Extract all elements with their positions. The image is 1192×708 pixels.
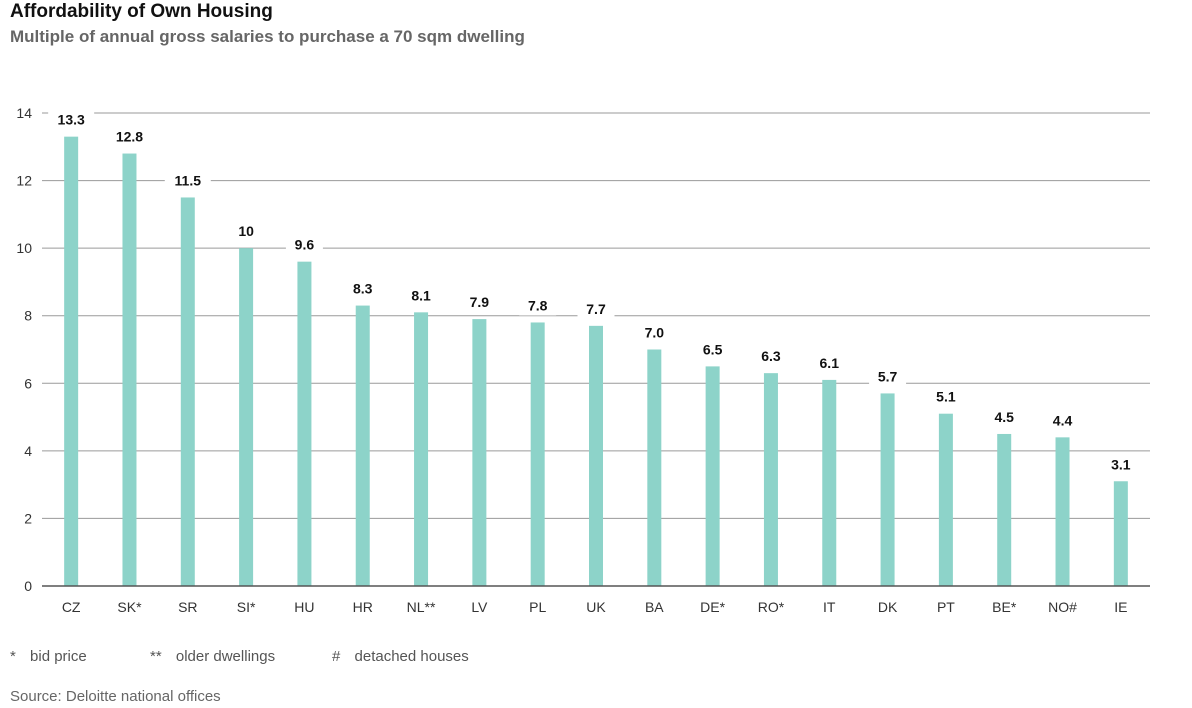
- data-label-background: [869, 366, 907, 387]
- x-tick-label: SR: [178, 599, 197, 615]
- bar: [297, 261, 312, 586]
- y-tick-label: 8: [24, 308, 32, 324]
- data-label: 9.6: [295, 237, 315, 253]
- y-tick-label: 0: [24, 578, 32, 594]
- bar: [180, 197, 195, 586]
- x-tick-label: BE*: [992, 599, 1017, 615]
- bar: [822, 379, 837, 586]
- data-label-background: [1102, 454, 1140, 475]
- source-note: Source: Deloitte national offices: [10, 688, 221, 705]
- legend-item-bid-price: * bid price: [10, 648, 87, 665]
- x-tick-label: PT: [937, 599, 955, 615]
- bar: [122, 153, 137, 587]
- legend-text: detached houses: [354, 648, 469, 665]
- x-tick-label: CZ: [62, 599, 81, 615]
- data-label-background: [106, 126, 153, 147]
- x-tick-label: HU: [294, 599, 314, 615]
- data-label-background: [48, 109, 95, 130]
- x-tick-label: PL: [529, 599, 546, 615]
- legend-symbol: *: [10, 648, 16, 665]
- data-label: 5.7: [878, 368, 898, 384]
- x-tick-label: NO#: [1048, 599, 1077, 615]
- legend-symbol: #: [332, 648, 341, 665]
- y-tick-label: 6: [24, 375, 32, 391]
- y-tick-label: 14: [16, 105, 32, 121]
- data-label-background: [285, 234, 323, 255]
- bar: [472, 319, 487, 586]
- chart-subtitle: Multiple of annual gross salaries to pur…: [10, 27, 525, 46]
- data-label: 7.9: [470, 294, 490, 310]
- y-tick-label: 10: [16, 240, 32, 256]
- x-tick-label: SK*: [117, 599, 142, 615]
- data-label: 7.7: [586, 301, 606, 317]
- x-tick-label: RO*: [758, 599, 785, 615]
- data-label: 6.5: [703, 341, 723, 357]
- data-label: 7.8: [528, 297, 548, 313]
- legend-text: bid price: [30, 648, 87, 665]
- x-tick-label: LV: [471, 599, 488, 615]
- bar: [64, 136, 79, 586]
- x-tick-label: SI*: [237, 599, 256, 615]
- data-label: 7.0: [645, 325, 665, 341]
- bar: [239, 248, 254, 586]
- data-label-background: [635, 322, 673, 343]
- bar: [997, 433, 1012, 586]
- data-label: 8.1: [411, 287, 431, 303]
- y-tick-label: 2: [24, 510, 32, 526]
- legend-text: older dwellings: [175, 648, 276, 665]
- data-label-background: [232, 221, 261, 242]
- data-label-background: [752, 346, 790, 367]
- x-tick-label: IT: [823, 599, 836, 615]
- bar: [589, 325, 603, 586]
- data-label-background: [1044, 410, 1082, 431]
- data-label: 6.1: [820, 355, 840, 371]
- bar: [763, 373, 778, 586]
- x-tick-label: IE: [1114, 599, 1127, 615]
- data-label-background: [344, 278, 382, 299]
- x-tick-label: NL**: [407, 599, 436, 615]
- bar-chart: 0 2 4 6 8 10 12 14 13.3 CZ 12.8 SK* 11.5 SR 10 SI* 9.6 HU…: [16, 105, 1150, 615]
- bar: [938, 413, 953, 586]
- x-tick-label: UK: [586, 599, 606, 615]
- data-label-background: [164, 170, 211, 191]
- bar: [705, 366, 720, 586]
- y-tick-label: 12: [16, 173, 32, 189]
- data-label-background: [577, 298, 615, 319]
- data-label-background: [402, 285, 440, 306]
- legend-symbol: **: [150, 648, 162, 665]
- legend-item-detached-houses: # detached houses: [332, 648, 469, 665]
- x-tick-label: HR: [353, 599, 373, 615]
- x-tick-label: DE*: [700, 599, 725, 615]
- bar: [414, 312, 429, 586]
- data-label: 6.3: [761, 348, 781, 364]
- data-label-background: [519, 295, 557, 316]
- data-label: 3.1: [1111, 456, 1131, 472]
- data-label: 5.1: [936, 389, 956, 405]
- data-label: 11.5: [175, 172, 202, 188]
- chart-title: Affordability of Own Housing: [10, 1, 273, 22]
- data-label: 8.3: [353, 281, 373, 297]
- x-tick-label: BA: [645, 599, 664, 615]
- data-label-background: [694, 339, 732, 360]
- data-label: 4.4: [1053, 412, 1073, 428]
- x-tick-label: DK: [878, 599, 898, 615]
- data-label: 4.5: [994, 409, 1014, 425]
- bar: [355, 305, 370, 586]
- data-label: 10: [238, 223, 254, 239]
- bar: [880, 393, 895, 586]
- bar: [530, 322, 545, 586]
- data-label-background: [927, 386, 965, 407]
- bar: [1113, 481, 1128, 586]
- bar: [647, 349, 662, 586]
- y-tick-label: 4: [24, 443, 32, 459]
- data-label: 13.3: [58, 112, 85, 128]
- data-label-background: [810, 352, 848, 373]
- data-label-background: [985, 406, 1023, 427]
- data-label: 12.8: [116, 129, 143, 145]
- bar: [1055, 437, 1070, 586]
- data-label-background: [460, 292, 498, 313]
- legend-item-older-dwellings: ** older dwellings: [150, 648, 275, 665]
